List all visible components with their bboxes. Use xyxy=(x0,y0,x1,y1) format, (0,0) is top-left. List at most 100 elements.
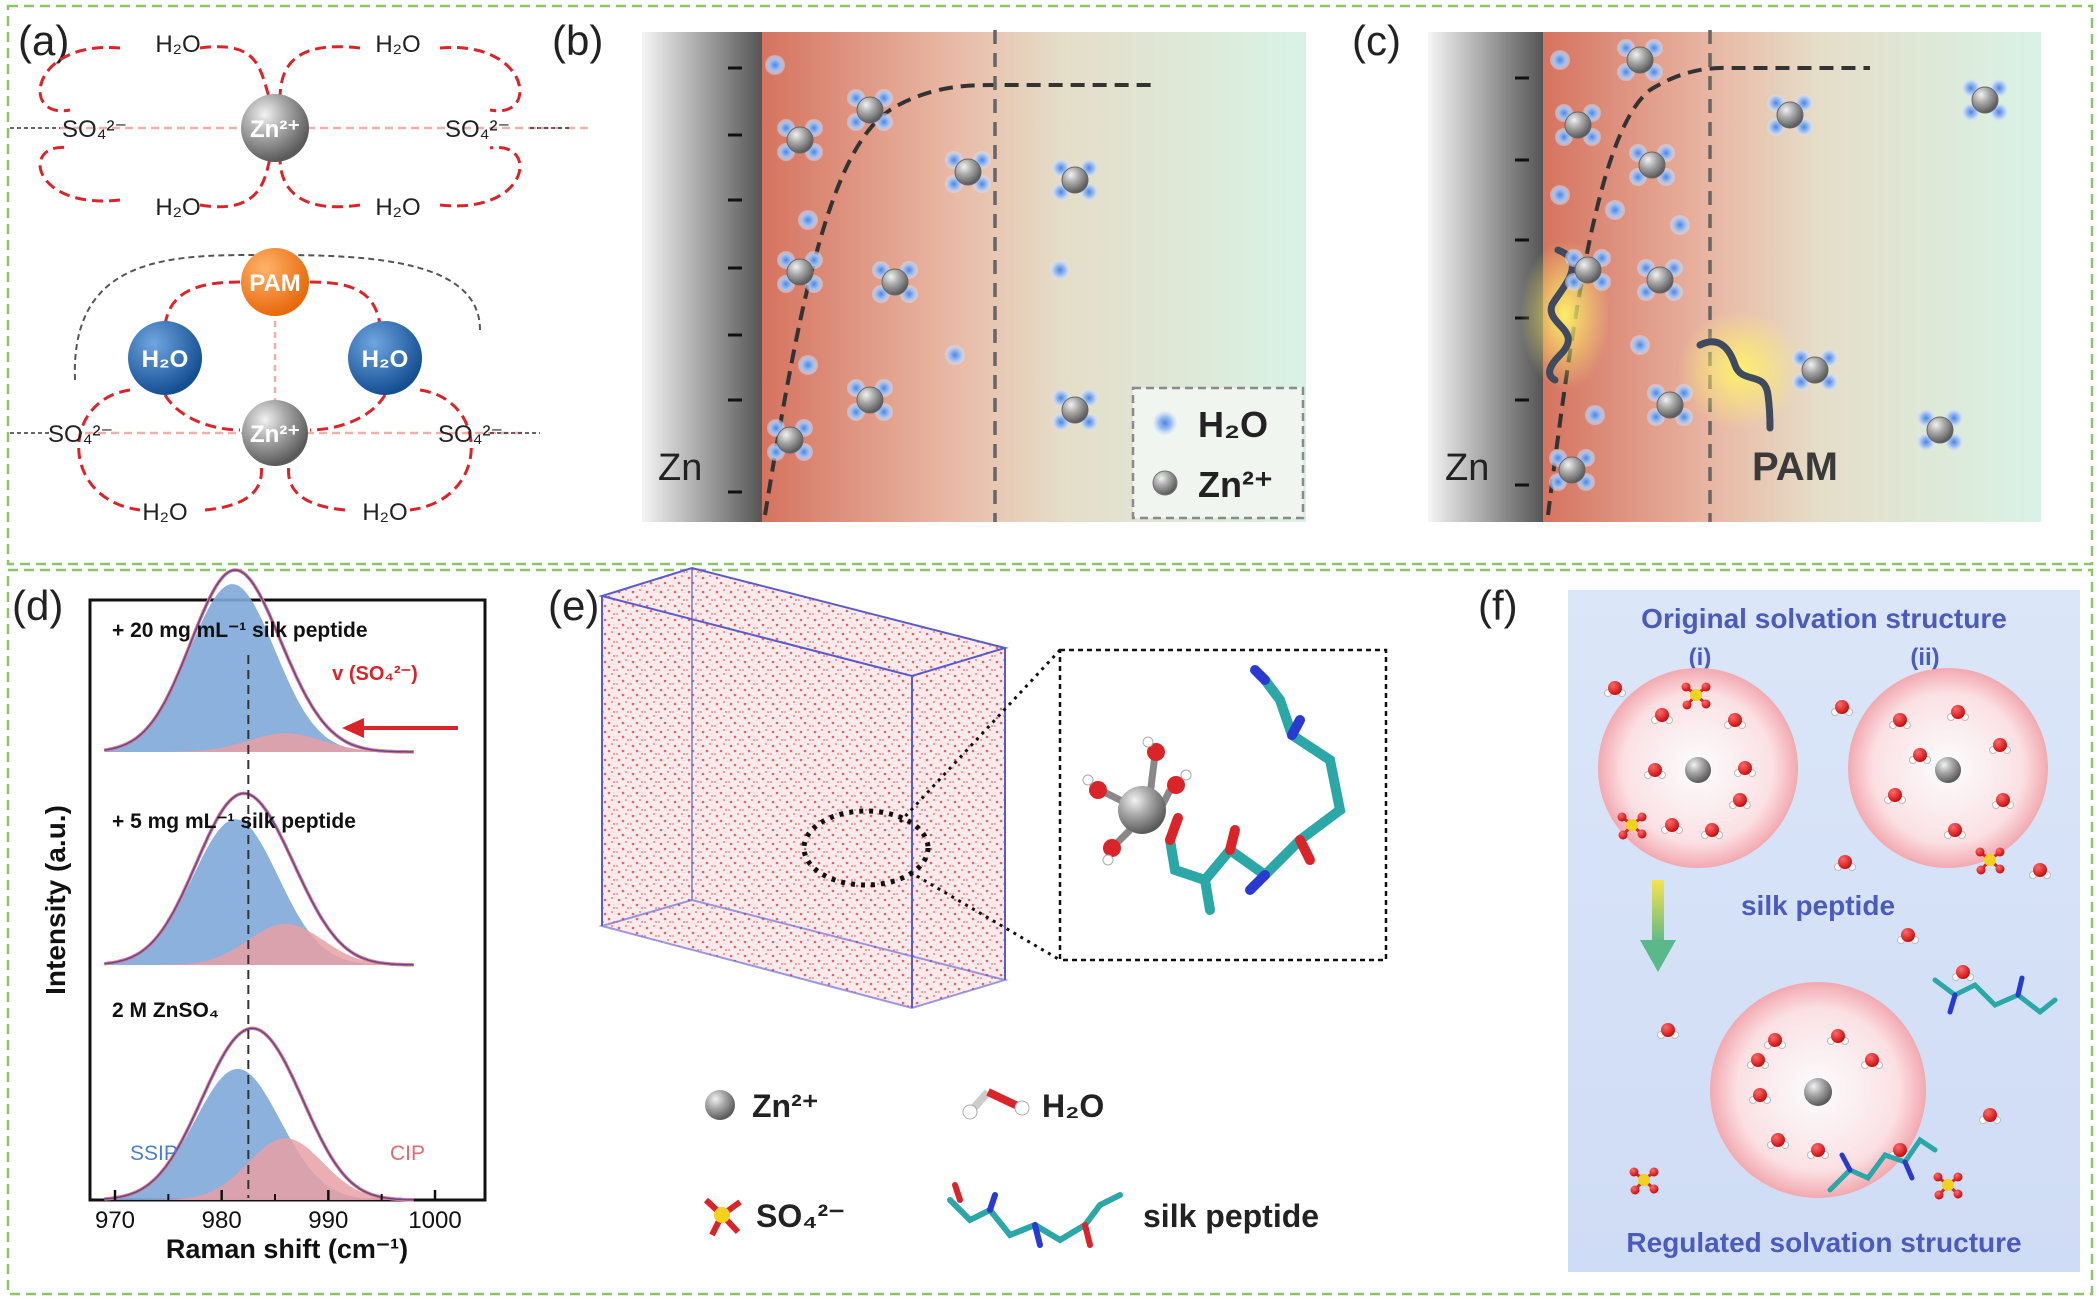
water-icon xyxy=(945,345,965,365)
water-molecule-icon xyxy=(1657,1023,1679,1039)
sulfate-label: SO₄²⁻ xyxy=(62,116,127,143)
legend-peptide-label: silk peptide xyxy=(1143,1198,1319,1234)
water-molecule-icon xyxy=(1764,1033,1786,1049)
cip-label: CIP xyxy=(390,1142,425,1165)
hydrated-zinc-icon xyxy=(767,419,813,461)
bound-water-label: H₂O xyxy=(362,346,409,373)
water-molecule-icon xyxy=(962,1088,1030,1120)
peptide-chain xyxy=(1165,665,1346,915)
water-icon xyxy=(1550,185,1570,205)
arrow-label: silk peptide xyxy=(1741,890,1895,921)
water-icon xyxy=(1585,405,1605,425)
potential-curve xyxy=(763,83,1155,516)
panel-e: (e) xyxy=(548,566,1388,1248)
curve-label-20mg: + 20 mg mL⁻¹ silk peptide xyxy=(112,619,368,642)
water-molecule-icon xyxy=(1644,763,1666,779)
bound-water-label: H₂O xyxy=(142,346,189,373)
hydrated-zinc-icon xyxy=(1629,144,1675,186)
water-label: H₂O xyxy=(362,499,407,526)
zinc-ion-icon xyxy=(705,1090,735,1120)
decrease-arrow-icon xyxy=(342,718,458,738)
cip-area xyxy=(104,1138,414,1200)
water-molecule-icon xyxy=(1979,1108,2001,1124)
legend-zinc-label: Zn²⁺ xyxy=(752,1088,819,1124)
hydrated-zinc-icon xyxy=(945,151,991,193)
panel-c: (c) Zn PAM xyxy=(1352,17,2041,522)
water-molecule-icon xyxy=(1701,823,1723,839)
ssip-label: SSIP xyxy=(130,1142,178,1165)
sulfate-label: SO₄²⁻ xyxy=(438,421,503,448)
water-molecule-icon xyxy=(1661,818,1683,834)
water-molecule-icon xyxy=(1889,713,1911,729)
electrode-label: Zn xyxy=(658,447,702,489)
water-molecule-icon xyxy=(1947,705,1969,721)
ssip-area xyxy=(104,1068,414,1200)
legend-zinc-label: Zn²⁺ xyxy=(1198,464,1273,505)
water-molecule-icon xyxy=(1861,1053,1883,1069)
zoom-region xyxy=(801,808,931,888)
x-axis-label: Raman shift (cm⁻¹) xyxy=(166,1234,408,1264)
legend-e: Zn²⁺ H₂O SO₄²⁻ xyxy=(703,1088,1319,1248)
water-molecule-icon xyxy=(1807,1143,1829,1159)
pam-chain-icon xyxy=(1696,338,1774,432)
zinc-electrode xyxy=(1428,32,1543,522)
zinc-electrode xyxy=(642,32,762,522)
water-molecule-icon xyxy=(1834,855,1856,871)
water-molecule-icon xyxy=(1952,965,1974,981)
water-molecule-icon xyxy=(1604,681,1626,697)
sulfate-icon xyxy=(1617,812,1647,840)
panel-label-e: (e) xyxy=(548,582,599,629)
panel-label-f: (f) xyxy=(1478,582,1518,629)
water-molecule-icon xyxy=(1747,1053,1769,1069)
water-label: H₂O xyxy=(155,31,200,58)
hydrated-zinc-icon xyxy=(1637,259,1683,301)
hydrated-zinc-icon xyxy=(872,261,918,303)
water-molecule-icon xyxy=(1767,1133,1789,1149)
zinc-ion-icon xyxy=(1152,470,1178,496)
surface-charge-marks xyxy=(728,66,742,494)
label-i: (i) xyxy=(1689,644,1712,671)
sulfate-icon xyxy=(1975,847,2005,875)
x-tick-label: 1000 xyxy=(408,1207,461,1234)
water-icon xyxy=(1153,411,1177,435)
water-molecule-icon xyxy=(1827,1029,1849,1045)
solvated-zinc-cluster xyxy=(1082,736,1192,866)
cip-area xyxy=(104,923,414,965)
water-molecule-icon xyxy=(1724,713,1746,729)
peptide-icon xyxy=(947,1182,1123,1248)
peptide-icon xyxy=(1827,975,2058,1193)
water-molecule-icon xyxy=(1989,738,2011,754)
panel-label-a: (a) xyxy=(18,17,69,64)
sulfate-icon xyxy=(703,1197,742,1237)
frame-top xyxy=(6,4,2094,566)
water-icon xyxy=(1670,215,1690,235)
water-molecule-icon xyxy=(1884,788,1906,804)
curve-label-5mg: + 5 mg mL⁻¹ silk peptide xyxy=(112,810,356,833)
solvent-molecules xyxy=(1604,681,2051,1200)
title-original: Original solvation structure xyxy=(1641,603,2007,634)
hydrated-zinc-icon xyxy=(1555,104,1601,146)
water-label: H₂O xyxy=(375,31,420,58)
label-ii: (ii) xyxy=(1910,644,1939,671)
water-icon xyxy=(1050,260,1070,280)
water-molecule-icon xyxy=(1651,708,1673,724)
hydrated-zinc-icon xyxy=(777,251,823,293)
hydrated-zinc-icon xyxy=(1647,384,1693,426)
ridge-plot xyxy=(104,568,414,1202)
water-molecule-icon xyxy=(1831,700,1853,716)
zinc-ion-label: Zn²⁺ xyxy=(250,421,300,448)
bound-water-icon xyxy=(348,321,422,395)
water-icon xyxy=(798,210,818,230)
hydrated-zinc-icon xyxy=(1549,449,1595,491)
envelope-curve xyxy=(104,792,414,966)
water-molecule-icon xyxy=(1729,793,1751,809)
panel-d: (d) 970 980 990 1000 Intensity (a.u.) Raman… xyxy=(12,568,487,1264)
water-molecule-icon xyxy=(1909,748,1931,764)
panel-label-c: (c) xyxy=(1352,17,1401,64)
zinc-ion-icon xyxy=(1685,757,1711,783)
hydrated-zinc-icon xyxy=(847,89,893,131)
water-label: H₂O xyxy=(155,194,200,221)
frame-bottom xyxy=(6,568,2094,1296)
peak-label: v (SO₄²⁻) xyxy=(332,663,418,685)
